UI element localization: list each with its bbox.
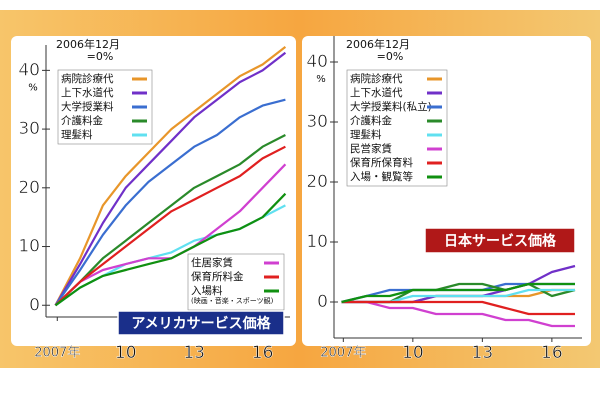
legend-label: 介護料金 <box>350 114 392 127</box>
legend-label: 大学授業料(私立) <box>350 100 432 113</box>
title-box <box>117 310 285 336</box>
y-tick-label: 40 <box>306 52 328 72</box>
y-tick-label: 40 <box>18 60 40 80</box>
x-tick-label: 10 <box>115 343 137 363</box>
legend-label: 大学授業料 <box>61 100 114 113</box>
y-tick-label: 0 <box>317 292 328 312</box>
x-tick-label: 2007年 <box>34 346 80 361</box>
series-line <box>54 192 287 307</box>
y-tick-label: 20 <box>306 172 328 192</box>
x-tick-label: 13 <box>183 343 205 363</box>
legend-label: 上下水道代 <box>350 86 403 99</box>
y-tick-label: 30 <box>306 112 328 132</box>
legend-box <box>346 69 448 187</box>
legend-label: 理髪料 <box>61 128 93 141</box>
legend-sublabel: (映画・音楽・スポーツ観) <box>191 296 274 305</box>
series-line <box>341 300 575 328</box>
legend-label: 保育所料金 <box>191 270 244 283</box>
y-tick-label: 30 <box>18 119 40 139</box>
series-line <box>54 134 286 307</box>
y-tick-label: 10 <box>306 232 328 252</box>
legend-label: 入場・観覧等 <box>350 170 413 183</box>
chart-title: アメリカサービス価格 <box>131 315 271 332</box>
y-unit: % <box>316 74 326 85</box>
chart-title: 日本サービス価格 <box>444 233 557 250</box>
x-tick-label: 2007年 <box>320 346 366 361</box>
legend-label: 民営家賃 <box>350 142 392 155</box>
legend-label: 病院診療代 <box>61 72 114 85</box>
legend-label: 上下水道代 <box>61 86 114 99</box>
legend-label: 病院診療代 <box>350 72 403 85</box>
title-box <box>424 227 576 254</box>
x-tick-label: 13 <box>472 343 494 363</box>
legend-label: 住居家賃 <box>191 256 233 269</box>
note: =0% <box>87 50 114 63</box>
y-tick-label: 0 <box>29 295 40 315</box>
series-line <box>54 46 287 306</box>
legend-label: 介護料金 <box>61 114 103 127</box>
note: =0% <box>377 50 404 63</box>
legend-label: 保育所保育料 <box>350 156 413 169</box>
series-line <box>341 282 575 304</box>
series-line <box>54 145 286 307</box>
y-tick-label: 20 <box>18 178 40 198</box>
x-tick-label: 16 <box>252 343 274 363</box>
x-tick-label: 10 <box>402 343 424 363</box>
series-line <box>54 98 286 306</box>
x-tick-label: 16 <box>541 343 563 363</box>
series-line <box>341 300 575 316</box>
series-line <box>54 51 287 306</box>
note: 2006年12月 <box>56 37 120 51</box>
y-unit: % <box>28 82 38 93</box>
note: 2006年12月 <box>346 37 410 51</box>
legend-label: 入場料 <box>191 284 223 297</box>
legend-label: 理髪料 <box>350 128 382 141</box>
y-tick-label: 10 <box>18 237 40 257</box>
